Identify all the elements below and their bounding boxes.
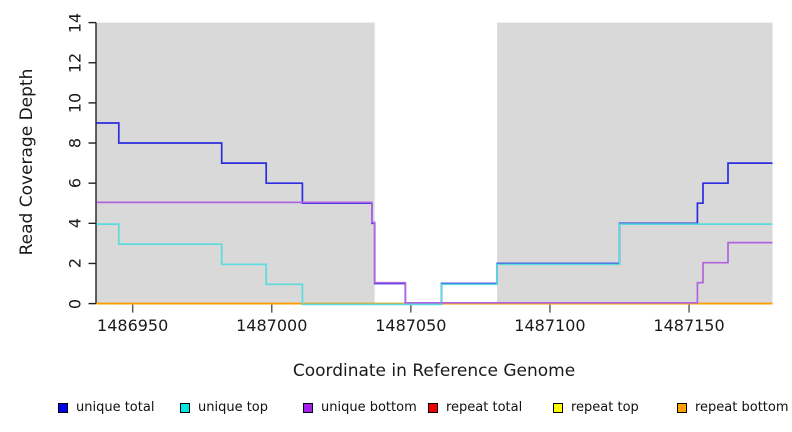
y-tick-label: 2 (65, 258, 85, 269)
y-tick-label: 14 (65, 12, 85, 33)
x-tick-label: 1487100 (514, 316, 586, 335)
series-unique-top (96, 223, 773, 306)
x-tick-label: 1487150 (653, 316, 725, 335)
legend-label: repeat top (571, 400, 639, 415)
legend-item-unique-bottom: unique bottom (303, 400, 417, 415)
y-tick-label: 0 (65, 298, 85, 309)
legend-label: repeat bottom (695, 400, 789, 415)
y-tick-label: 4 (65, 218, 85, 229)
x-tick-label: 1487050 (375, 316, 447, 335)
legend-label: unique total (76, 400, 155, 415)
y-tick-label: 12 (65, 52, 85, 73)
x-tick-label: 1487000 (236, 316, 308, 335)
legend-label: repeat total (446, 400, 523, 415)
legend-item-unique-total: unique total (58, 400, 154, 415)
shaded-region (497, 22, 773, 304)
legend-label: unique top (198, 400, 269, 415)
series-unique-bottom (96, 201, 773, 304)
legend-item-repeat-bottom: repeat bottom (677, 400, 789, 415)
legend-swatch-icon (677, 402, 687, 413)
legend-item-repeat-total: repeat total (428, 400, 522, 415)
y-tick-label: 10 (65, 92, 85, 114)
y-tick-label: 8 (65, 137, 85, 149)
legend-item-unique-top: unique top (180, 400, 268, 415)
legend-swatch-icon (303, 402, 313, 413)
legend-swatch-icon (428, 402, 438, 413)
y-tick-label: 6 (65, 178, 85, 189)
legend-label: unique bottom (321, 400, 417, 415)
legend-swatch-icon (180, 402, 190, 413)
legend-item-repeat-top: repeat top (553, 400, 639, 415)
x-tick-label: 1486950 (97, 316, 169, 335)
legend-swatch-icon (58, 402, 68, 413)
legend-swatch-icon (553, 402, 563, 413)
x-axis-title: Coordinate in Reference Genome (292, 361, 576, 381)
y-axis-title: Read Coverage Depth (17, 68, 37, 256)
